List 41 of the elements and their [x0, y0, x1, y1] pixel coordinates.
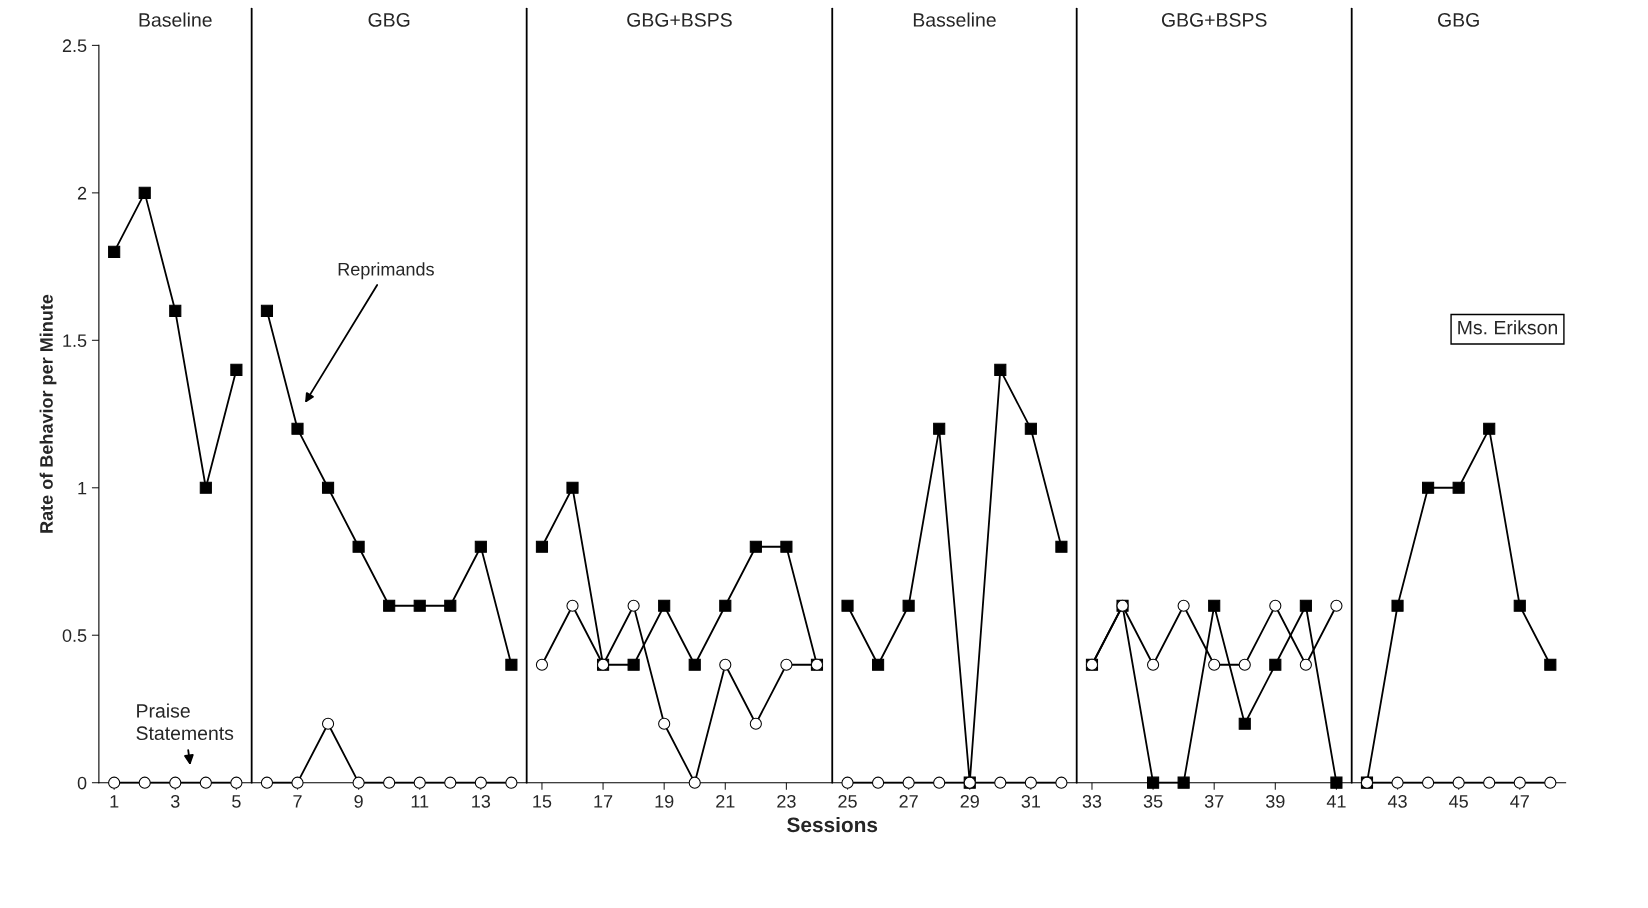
text: GBG: [368, 13, 410, 27]
x-tick-label: 23: [777, 794, 796, 808]
x-tick-label: 19: [655, 794, 674, 808]
x-tick-label: 35: [1143, 794, 1163, 808]
text: GBG: [1438, 13, 1479, 27]
y-tick-label: 2: [77, 186, 87, 200]
y-tick-label: 2.5: [62, 39, 87, 53]
x-tick-label: 39: [1265, 794, 1285, 808]
x-tick-label: 13: [472, 794, 491, 808]
x-tick-label: 25: [838, 794, 857, 808]
x-tick-label: 5: [232, 795, 241, 808]
text: Reprimands: [338, 262, 434, 280]
x-tick-label: 41: [1326, 795, 1346, 808]
x-tick-label: 15: [533, 795, 552, 808]
x-tick-label: 11: [411, 795, 429, 808]
x-tick-label: 29: [960, 794, 979, 808]
series-label: Praise Statements: [136, 703, 234, 741]
x-axis-title: Sessions: [787, 816, 878, 833]
y-tick-label: 1: [78, 481, 87, 495]
text: Basseline: [913, 12, 996, 27]
annotation: Ms. Erikson: [1458, 320, 1558, 335]
x-tick-label: 7: [293, 795, 302, 808]
text: GBG+BSPS: [627, 13, 732, 27]
x-tick-label: 33: [1082, 794, 1102, 808]
x-tick-label: 37: [1204, 794, 1224, 808]
x-tick-label: 3: [170, 794, 180, 808]
y-tick-label: 0: [77, 776, 87, 790]
x-tick-label: 43: [1387, 794, 1407, 808]
x-tick-label: 47: [1510, 795, 1529, 808]
x-tick-label: 45: [1449, 795, 1468, 808]
x-tick-label: 31: [1021, 794, 1041, 808]
x-tick-label: 21: [716, 794, 735, 808]
x-tick-label: 17: [594, 795, 613, 808]
text: GBG+BSPS: [1161, 13, 1267, 27]
x-tick-label: 27: [899, 794, 918, 808]
y-axis-title: Rate of Behavior per Minute: [39, 294, 57, 533]
y-tick-label: 1.5: [63, 334, 87, 348]
x-tick-label: 9: [354, 794, 363, 808]
y-tick-label: 0.5: [62, 629, 87, 642]
x-tick-label: 1: [110, 795, 119, 808]
text: Baseline: [139, 12, 212, 27]
